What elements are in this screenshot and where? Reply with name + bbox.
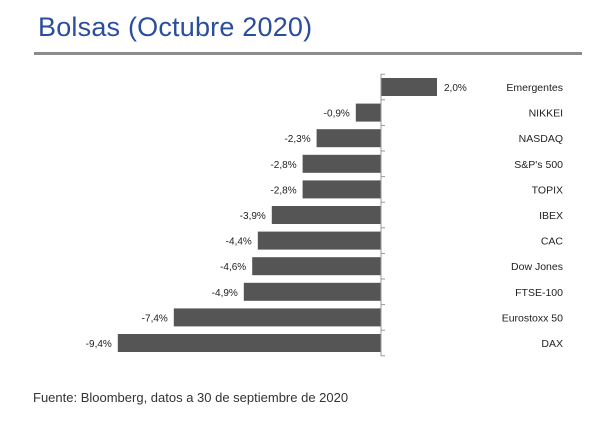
bar-1 (355, 103, 381, 122)
source-note: Fuente: Bloomberg, datos a 30 de septiem… (33, 390, 349, 405)
title-divider (34, 52, 582, 55)
value-label-5: -3,9% (240, 211, 266, 222)
bar-5 (271, 206, 381, 224)
value-label-7: -4,6% (220, 262, 246, 273)
category-label-7: Dow Jones (511, 261, 563, 273)
value-label-0: 2,0% (444, 83, 467, 94)
category-label-2: NASDAQ (519, 133, 563, 145)
value-label-1: -0,9% (324, 109, 350, 120)
bar-7 (252, 257, 381, 276)
category-label-1: NIKKEI (529, 108, 563, 120)
category-label-10: DAX (541, 338, 563, 350)
value-labels-group: 2,0% -0,9% -2,3% -2,8% -2,8% -3,9% -4,4% -4,6% -… (86, 83, 467, 350)
bar-8 (243, 282, 381, 301)
value-label-2: -2,3% (284, 134, 310, 145)
bar-9 (173, 308, 381, 327)
category-labels-group: Emergentes NIKKEI NASDAQ S&P's 500 TOPIX IBEX… (502, 82, 564, 350)
category-label-8: FTSE-100 (515, 287, 563, 299)
value-label-8: -4,9% (212, 288, 238, 299)
category-label-5: IBEX (539, 210, 563, 222)
zero-axis (380, 73, 385, 357)
value-label-6: -4,4% (226, 237, 252, 248)
bar-3 (302, 154, 381, 173)
bar-4 (302, 180, 381, 199)
category-label-6: CAC (541, 236, 564, 248)
value-label-3: -2,8% (270, 160, 296, 171)
value-label-10: -9,4% (86, 339, 112, 350)
chart-title: Bolsas (Octubre 2020) (38, 12, 313, 42)
value-label-9: -7,4% (142, 313, 168, 324)
bar-0 (381, 78, 437, 96)
bar-10 (117, 334, 382, 352)
value-label-4: -2,8% (270, 185, 296, 196)
bar-2 (316, 129, 381, 148)
category-label-3: S&P's 500 (514, 159, 563, 171)
category-label-4: TOPIX (532, 184, 563, 196)
bar-6 (257, 231, 381, 250)
category-label-9: Eurostoxx 50 (502, 312, 563, 324)
bars-group (117, 78, 437, 352)
category-label-0: Emergentes (506, 82, 563, 94)
